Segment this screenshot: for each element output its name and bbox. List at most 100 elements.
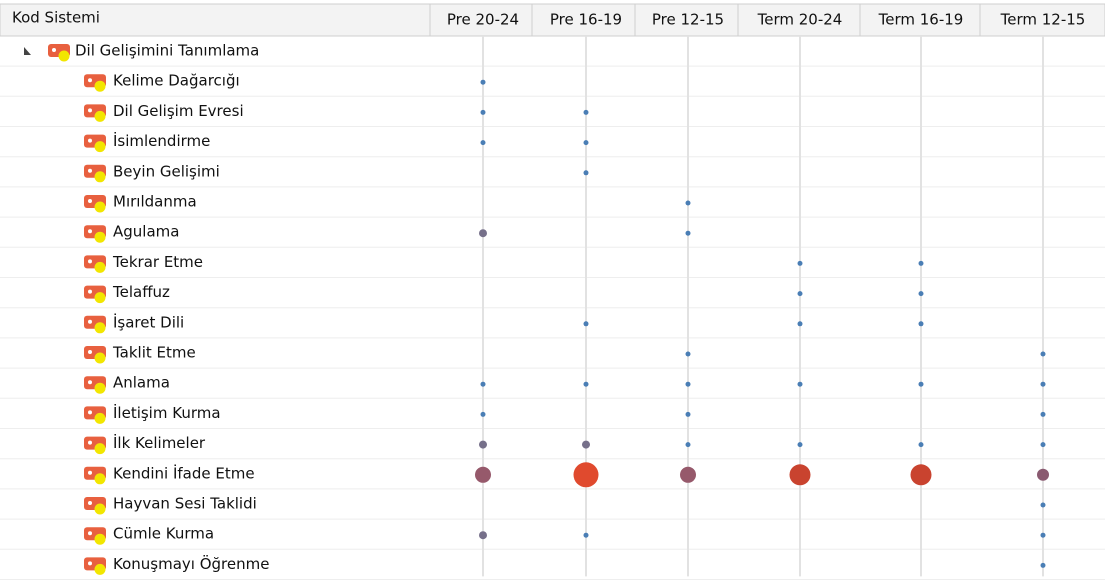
code-label[interactable]: Cümle Kurma — [113, 525, 214, 543]
code-label[interactable]: İletişim Kurma — [113, 403, 221, 422]
code-label[interactable]: Telaffuz — [112, 283, 170, 301]
code-icon-dot — [94, 352, 106, 364]
matrix-dot[interactable] — [582, 440, 590, 449]
column-header[interactable]: Pre 12-15 — [652, 11, 724, 29]
matrix-dot[interactable] — [685, 351, 691, 357]
matrix-dot[interactable] — [685, 230, 691, 236]
code-icon-dot — [94, 322, 106, 334]
matrix-dot[interactable] — [685, 200, 691, 206]
matrix-dot[interactable] — [583, 532, 589, 538]
matrix-dot[interactable] — [685, 442, 691, 448]
matrix-dot[interactable] — [479, 229, 487, 238]
code-label[interactable]: Kendini İfade Etme — [113, 463, 255, 482]
code-label[interactable]: Anlama — [113, 374, 170, 392]
code-icon-mark — [52, 48, 56, 52]
matrix-dot[interactable] — [685, 411, 691, 417]
matrix-dot[interactable] — [480, 381, 486, 387]
code-icon-dot — [94, 382, 106, 394]
matrix-dot[interactable] — [479, 440, 487, 449]
code-icon-dot — [94, 171, 106, 183]
code-icon-dot — [94, 473, 106, 485]
matrix-dot[interactable] — [480, 109, 486, 115]
matrix-dot[interactable] — [479, 531, 487, 540]
code-icon-dot — [58, 50, 70, 62]
code-label[interactable]: Beyin Gelişimi — [113, 162, 220, 180]
code-icon-mark — [88, 229, 92, 234]
code-icon-mark — [88, 138, 92, 143]
matrix-dot[interactable] — [583, 109, 589, 115]
code-label[interactable]: Tekrar Etme — [112, 253, 203, 271]
matrix-dot[interactable] — [797, 442, 803, 448]
matrix-dot[interactable] — [910, 464, 932, 486]
matrix-dot[interactable] — [1037, 468, 1049, 481]
code-icon-mark — [88, 78, 92, 83]
matrix-dot[interactable] — [797, 260, 803, 266]
matrix-dot[interactable] — [475, 466, 491, 483]
code-icon-mark — [88, 531, 92, 536]
code-icon-dot — [94, 292, 106, 304]
column-header[interactable]: Pre 16-19 — [550, 11, 622, 29]
code-icon-mark — [88, 410, 92, 415]
column-header[interactable]: Pre 20-24 — [447, 11, 519, 29]
matrix-dot[interactable] — [583, 381, 589, 387]
code-label[interactable]: İsimlendirme — [113, 131, 210, 150]
code-icon-dot — [94, 503, 106, 515]
code-icon-dot — [94, 110, 106, 122]
expand-toggle[interactable] — [24, 47, 31, 55]
matrix-dot[interactable] — [1040, 502, 1046, 508]
code-icon-dot — [94, 231, 106, 243]
matrix-dot[interactable] — [1040, 411, 1046, 417]
code-icon-dot — [94, 443, 106, 455]
matrix-dot[interactable] — [918, 291, 924, 297]
matrix-dot[interactable] — [918, 260, 924, 266]
column-header[interactable]: Term 12-15 — [1000, 11, 1086, 29]
code-icon-mark — [88, 289, 92, 294]
matrix-dot[interactable] — [1040, 532, 1046, 538]
code-icon-mark — [88, 440, 92, 445]
matrix-dot[interactable] — [1040, 442, 1046, 448]
matrix-dot[interactable] — [680, 466, 696, 483]
code-icon-mark — [88, 168, 92, 173]
code-label[interactable]: İlk Kelimeler — [113, 433, 206, 452]
code-icon-dot — [94, 533, 106, 545]
matrix-dot[interactable] — [797, 381, 803, 387]
code-icon-mark — [88, 199, 92, 203]
matrix-dot[interactable] — [1040, 562, 1046, 568]
matrix-dot[interactable] — [583, 170, 589, 176]
matrix-dot[interactable] — [685, 381, 691, 387]
code-label[interactable]: Mırıldanma — [113, 193, 197, 211]
matrix-dot[interactable] — [1040, 381, 1046, 387]
code-label[interactable]: İşaret Dili — [113, 312, 184, 331]
matrix-dot[interactable] — [480, 79, 486, 85]
code-label[interactable]: Agulama — [113, 223, 179, 241]
code-icon-mark — [88, 108, 92, 113]
code-icon-dot — [94, 563, 106, 575]
matrix-dot[interactable] — [480, 411, 486, 417]
matrix-dot[interactable] — [918, 321, 924, 327]
column-header[interactable]: Term 16-19 — [878, 11, 964, 29]
matrix-dot[interactable] — [573, 462, 599, 488]
code-label[interactable]: Dil Gelişim Evresi — [113, 102, 244, 120]
matrix-dot[interactable] — [918, 442, 924, 448]
code-icon-dot — [94, 261, 106, 273]
matrix-dot[interactable] — [789, 464, 811, 486]
code-label[interactable]: Konuşmayı Öğrenme — [113, 554, 269, 573]
matrix-dot[interactable] — [583, 140, 589, 146]
matrix-dot[interactable] — [1040, 351, 1046, 357]
matrix-dot[interactable] — [797, 291, 803, 297]
matrix-dot[interactable] — [797, 321, 803, 327]
code-icon-mark — [88, 561, 92, 566]
code-label[interactable]: Taklit Etme — [112, 344, 196, 362]
matrix-dot[interactable] — [480, 140, 486, 146]
header-bar — [0, 3, 1105, 37]
code-icon-mark — [88, 350, 92, 354]
column-header[interactable]: Term 20-24 — [757, 11, 843, 29]
root-label[interactable]: Dil Gelişimini Tanımlama — [75, 42, 259, 60]
code-icon-mark — [88, 380, 92, 385]
code-label[interactable]: Kelime Dağarcığı — [113, 72, 240, 90]
matrix-dot[interactable] — [583, 321, 589, 327]
matrix-dot[interactable] — [918, 381, 924, 387]
code-icon-dot — [94, 201, 106, 213]
code-label[interactable]: Hayvan Sesi Taklidi — [113, 495, 257, 513]
